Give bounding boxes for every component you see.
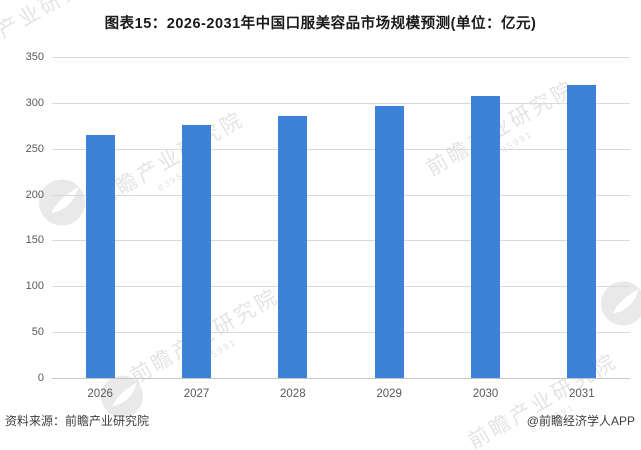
y-axis-tick-50: 50	[31, 326, 44, 339]
bar-2027	[182, 124, 211, 378]
gridline-100	[52, 286, 630, 288]
y-axis-tick-150: 150	[25, 234, 44, 247]
gridline-200	[52, 194, 630, 196]
y-axis-tick-100: 100	[25, 280, 44, 293]
x-axis-tick-2031: 2031	[569, 388, 595, 400]
gridline-0	[52, 378, 630, 379]
gridline-250	[52, 148, 630, 150]
chart-title: 图表15：2026-2031年中国口服美容品市场规模预测(单位：亿元)	[104, 16, 537, 32]
x-axis-tick-2027: 2027	[183, 388, 210, 400]
y-axis-tick-0: 0	[37, 372, 44, 384]
gridline-300	[52, 102, 630, 104]
x-axis-tick-2029: 2029	[376, 388, 402, 400]
bar-2030	[471, 95, 500, 378]
bar-2029	[374, 105, 404, 378]
gridline-50	[52, 332, 630, 334]
bar-2026	[85, 134, 115, 378]
source-note: 资料来源：前瞻产业研究院	[5, 414, 150, 428]
x-axis-tick-2026: 2026	[87, 388, 113, 400]
gridline-350	[52, 57, 630, 58]
bar-2031	[567, 84, 597, 378]
x-axis-tick-2030: 2030	[472, 388, 499, 400]
y-axis-tick-350: 350	[25, 51, 44, 63]
x-axis-tick-2028: 2028	[280, 388, 306, 400]
credit-note: @前瞻经济学人APP	[526, 414, 635, 428]
y-axis-tick-250: 250	[25, 142, 44, 155]
y-axis-tick-200: 200	[25, 188, 44, 201]
y-axis-tick-300: 300	[25, 96, 44, 109]
gridline-150	[52, 240, 630, 242]
bar-2028	[278, 115, 308, 378]
